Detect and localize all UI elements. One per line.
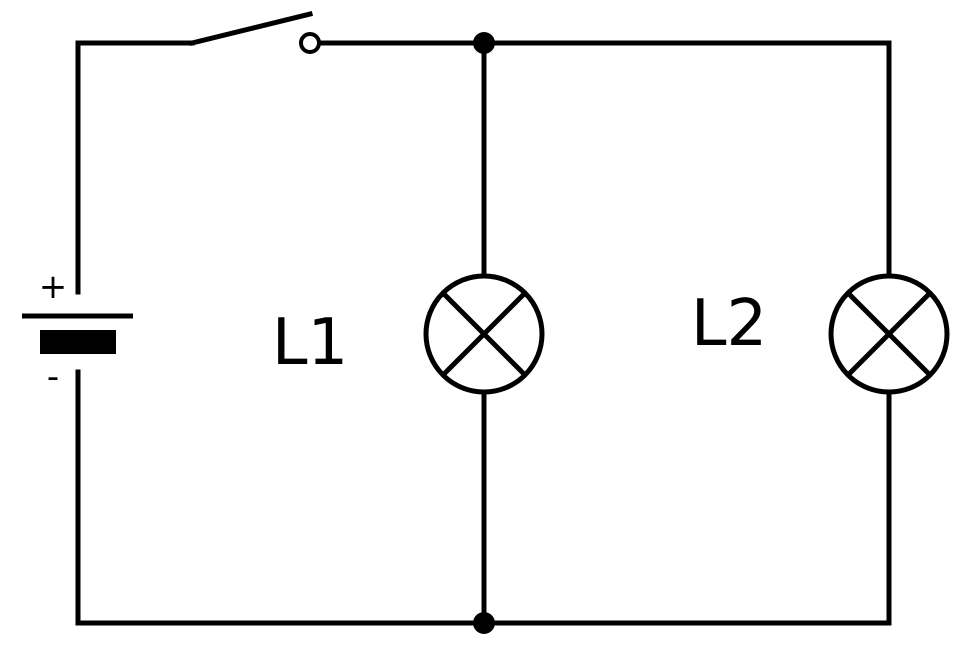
battery-positive-label: + (39, 267, 68, 307)
top-junction (473, 32, 495, 54)
switch-lever (188, 10, 314, 47)
bottom-junction (473, 612, 495, 634)
switch-contact (299, 32, 321, 54)
lamp-1-label: L1 (272, 306, 348, 380)
lamp-1-cross-b (441, 291, 527, 377)
lamp-2-cross-b (846, 291, 932, 377)
battery-negative-plate (40, 330, 116, 354)
battery-cell-icon: + - (22, 267, 133, 397)
battery-negative-label: - (47, 357, 59, 397)
lamp-icon (423, 273, 545, 395)
lamp-icon (828, 273, 950, 395)
open-switch-icon (188, 10, 321, 54)
lamp-2-label: L2 (691, 287, 767, 361)
